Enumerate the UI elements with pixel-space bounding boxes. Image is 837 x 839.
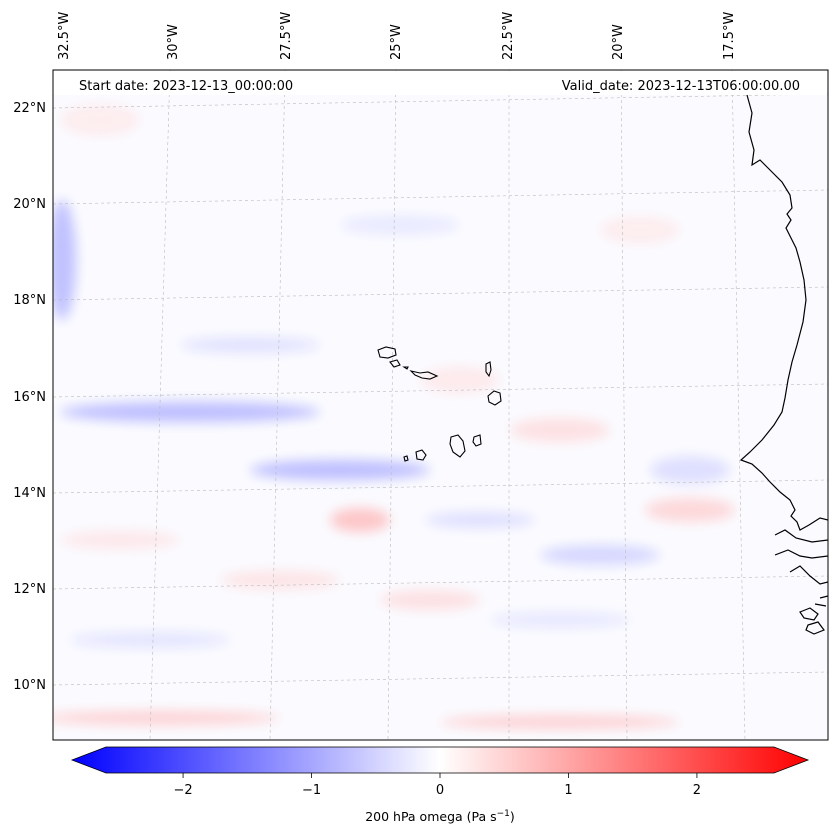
omega-blob [180,337,320,353]
colorbar-tick-label: 1 [564,783,572,798]
omega-blob [60,531,180,549]
african-coastline [739,94,828,635]
island-maio [472,434,482,447]
latitude-labels: 22°N 20°N 18°N 16°N 14°N 12°N 10°N [13,101,46,693]
omega-blob [70,632,230,648]
omega-blob [650,456,730,484]
map-panel: Start date: 2023-12-13_00:00:00 Valid_da… [52,69,829,741]
lon-label: 25°W [389,24,404,60]
omega-blob [645,498,735,522]
lon-label: 20°W [611,24,626,60]
colorbar-tick-label: −2 [173,783,192,798]
omega-blob [250,460,430,480]
island-santo-antao [377,346,397,359]
island-sal [485,361,492,378]
omega-field [53,104,735,729]
date-header-strip [53,71,827,95]
lon-label: 17.5°W [722,12,737,60]
colorbar-ticks: −2 −1 0 1 2 [173,773,701,798]
omega-blob [60,402,320,422]
lon-label: 32.5°W [57,12,72,60]
island-sao-nicolau [409,370,439,380]
lon-label: 30°W [166,24,181,60]
omega-blob [420,366,500,394]
omega-blob [53,711,280,725]
colorbar-tick-label: −1 [302,783,321,798]
omega-blob [425,512,535,528]
lat-label: 10°N [13,678,46,693]
coastline-mauritania-senegal [739,94,828,531]
island-fogo [415,449,427,461]
island-santa-luzia [402,366,409,370]
omega-blob [380,590,480,610]
island-sao-vicente [389,359,401,368]
colorbar-body [70,746,810,774]
colorbar-label: 200 hPa omega (Pa s−1) [365,809,515,824]
omega-blob [340,215,460,235]
omega-blob [440,715,680,729]
island-santiago [449,434,466,458]
lat-label: 16°N [13,390,46,405]
start-date-label: Start date: 2023-12-13_00:00:00 [79,79,293,94]
omega-blob [330,508,390,532]
valid-date-label: Valid_date: 2023-12-13T06:00:00.00 [562,79,800,94]
omega-blob [60,104,140,136]
omega-blob [490,612,630,628]
lon-label: 22.5°W [501,12,516,60]
omega-blob [600,216,680,244]
lat-label: 18°N [13,293,46,308]
lat-label: 22°N [13,101,46,116]
omega-blob [510,418,610,442]
map-gridlines [53,70,828,740]
omega-blob [540,545,660,565]
lat-label: 14°N [13,486,46,501]
coastline-guinea-bissau [789,565,828,635]
colorbar-tick-label: 2 [693,783,701,798]
colorbar: −2 −1 0 1 2 200 hPa omega (Pa s−1) [70,746,810,824]
map-frame [52,69,829,741]
colorbar-label-exponent: −1 [497,809,510,819]
longitude-labels: 32.5°W 30°W 27.5°W 25°W 22.5°W 20°W 17.5… [57,12,737,60]
omega-blob [220,571,340,589]
lon-label: 27.5°W [279,12,294,60]
lat-label: 12°N [13,582,46,597]
coastline-gambia [774,529,828,559]
cape-verde-islands [377,346,502,462]
lat-label: 20°N [13,197,46,212]
colorbar-tick-label: 0 [436,783,444,798]
island-boa-vista [487,390,502,406]
omega-blob [53,200,76,320]
island-brava [403,455,409,462]
